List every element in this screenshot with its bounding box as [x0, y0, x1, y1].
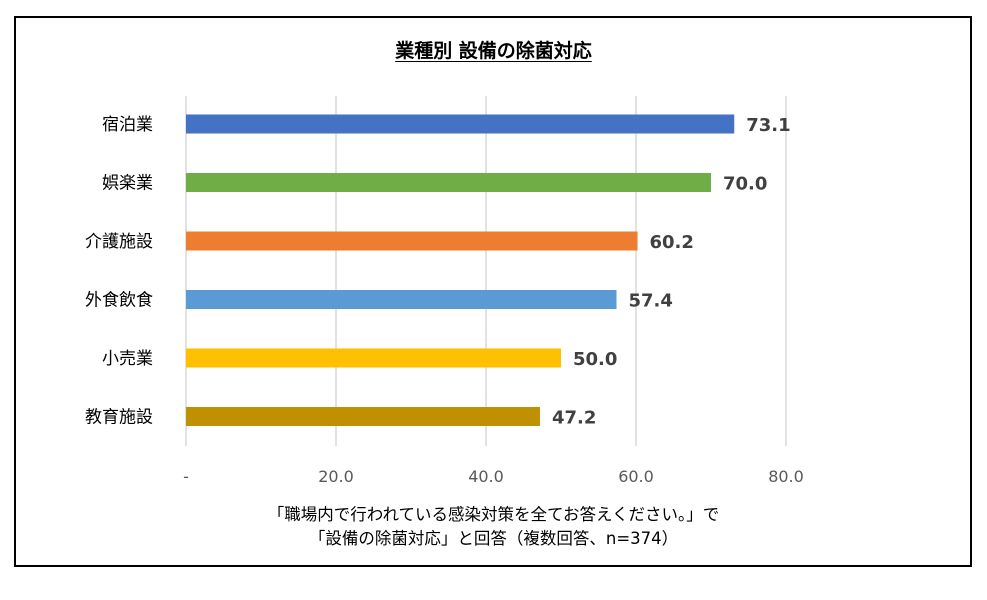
- category-label: 娯楽業: [102, 174, 153, 194]
- value-label: 47.2: [552, 408, 596, 429]
- bar: [186, 173, 711, 192]
- chart-title: 業種別 設備の除菌対応: [395, 40, 592, 62]
- x-tick-label: -: [183, 467, 189, 486]
- category-label: 教育施設: [85, 408, 153, 428]
- category-label: 宿泊業: [102, 115, 153, 135]
- category-label: 介護施設: [85, 232, 153, 252]
- value-label: 70.0: [723, 174, 767, 195]
- value-label: 73.1: [746, 115, 790, 136]
- bars: [186, 114, 735, 426]
- x-tick-label: 20.0: [318, 467, 354, 486]
- category-label: 外食飲食: [85, 291, 153, 311]
- bar: [186, 114, 735, 134]
- x-tick-label: 40.0: [468, 467, 504, 486]
- x-tick-label: 60.0: [618, 467, 654, 486]
- bar: [186, 231, 638, 251]
- bar: [186, 348, 561, 368]
- footnote-line-1: 「職場内で行われている感染対策を全てお答えください。」で: [267, 505, 720, 524]
- value-label: 60.2: [650, 232, 694, 253]
- value-label: 50.0: [573, 349, 617, 370]
- value-labels: 73.1 70.0 60.2 57.4 50.0 47.2: [552, 115, 791, 429]
- footnote: 「職場内で行われている感染対策を全てお答えください。」で 「設備の除菌対応」と回…: [0, 503, 987, 551]
- x-tick-label: 80.0: [768, 467, 804, 486]
- bar: [186, 290, 617, 309]
- bar: [186, 407, 540, 426]
- footnote-line-2: 「設備の除菌対応」と回答（複数回答、n=374）: [308, 529, 679, 548]
- gridlines: [185, 96, 787, 446]
- x-axis-tick-labels: - 20.0 40.0 60.0 80.0: [183, 467, 804, 486]
- category-label: 小売業: [102, 349, 153, 369]
- value-label: 57.4: [629, 291, 673, 312]
